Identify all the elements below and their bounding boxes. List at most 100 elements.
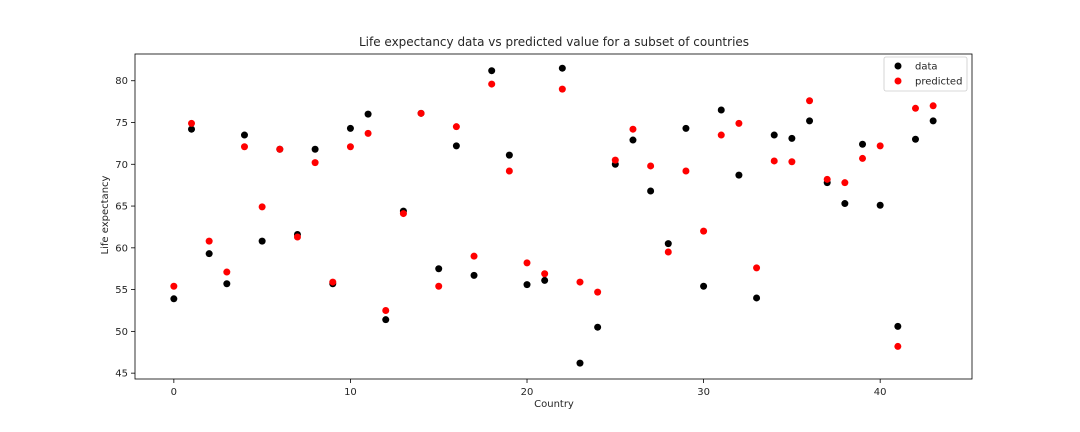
point-data — [629, 136, 637, 144]
point-predicted — [223, 268, 231, 276]
point-predicted — [735, 119, 743, 127]
point-data — [788, 134, 796, 142]
point-data — [647, 187, 655, 195]
point-data — [929, 117, 937, 125]
point-predicted — [558, 85, 566, 93]
point-data — [576, 359, 584, 367]
x-tick-label: 0 — [171, 387, 177, 398]
point-data — [770, 131, 778, 139]
point-data — [664, 240, 672, 248]
point-predicted — [806, 97, 814, 105]
point-predicted — [488, 80, 496, 88]
point-predicted — [276, 145, 284, 153]
x-tick-label: 10 — [344, 387, 357, 398]
point-data — [382, 316, 390, 324]
point-predicted — [629, 125, 637, 133]
point-predicted — [470, 252, 478, 260]
point-predicted — [364, 129, 372, 137]
point-predicted — [240, 143, 248, 151]
point-data — [594, 323, 602, 331]
point-predicted — [293, 233, 301, 241]
point-data — [188, 125, 196, 133]
point-predicted — [311, 159, 319, 167]
legend-marker-data — [894, 62, 902, 70]
point-data — [876, 201, 884, 209]
point-data — [364, 110, 372, 118]
x-tick-label: 30 — [697, 387, 710, 398]
x-axis-label: Country — [534, 399, 574, 410]
point-predicted — [911, 104, 919, 112]
point-predicted — [823, 175, 831, 183]
point-data — [806, 117, 814, 125]
point-predicted — [170, 282, 178, 290]
y-axis-label: Life expectancy — [100, 175, 111, 254]
point-predicted — [541, 270, 549, 278]
point-data — [505, 151, 513, 159]
point-data — [523, 281, 531, 289]
point-predicted — [329, 278, 337, 286]
point-predicted — [417, 109, 425, 117]
point-predicted — [770, 157, 778, 165]
x-tick-label: 40 — [874, 387, 887, 398]
y-tick-label: 65 — [115, 202, 128, 213]
point-data — [700, 282, 708, 290]
point-predicted — [576, 278, 584, 286]
legend: data predicted — [883, 56, 968, 92]
legend-frame — [883, 56, 968, 92]
point-predicted — [205, 237, 213, 245]
point-data — [240, 131, 248, 139]
point-predicted — [188, 119, 196, 127]
point-predicted — [788, 158, 796, 166]
point-predicted — [894, 342, 902, 350]
legend-label-predicted: predicted — [915, 77, 962, 88]
point-data — [205, 250, 213, 258]
point-predicted — [523, 259, 531, 267]
x-tick-label: 20 — [521, 387, 534, 398]
point-data — [170, 295, 178, 303]
point-data — [682, 124, 690, 132]
point-data — [311, 145, 319, 153]
point-data — [452, 142, 460, 150]
point-predicted — [876, 142, 884, 150]
legend-marker-predicted — [894, 77, 902, 85]
point-data — [753, 294, 761, 302]
point-data — [223, 280, 231, 288]
point-predicted — [859, 154, 867, 162]
legend-label-data: data — [915, 62, 938, 73]
y-tick-label: 50 — [115, 327, 128, 338]
y-tick-label: 55 — [115, 285, 128, 296]
point-predicted — [929, 102, 937, 110]
point-data — [717, 106, 725, 114]
plot-area: 0 10 20 30 40 45 50 55 60 65 70 75 80 — [115, 53, 973, 398]
point-predicted — [753, 264, 761, 272]
y-tick-label: 60 — [115, 243, 128, 254]
point-predicted — [682, 167, 690, 175]
point-predicted — [346, 143, 354, 151]
point-predicted — [594, 288, 602, 296]
point-data — [488, 67, 496, 75]
point-predicted — [664, 248, 672, 256]
point-data — [841, 200, 849, 208]
y-tick-label: 45 — [115, 369, 128, 380]
point-predicted — [611, 156, 619, 164]
point-predicted — [452, 123, 460, 131]
chart-title: Life expectancy data vs predicted value … — [359, 35, 749, 49]
point-data — [558, 64, 566, 72]
point-predicted — [258, 203, 266, 211]
point-data — [735, 171, 743, 179]
point-predicted — [382, 306, 390, 314]
point-data — [894, 322, 902, 330]
series-predicted — [170, 80, 937, 350]
point-data — [435, 265, 443, 273]
point-predicted — [399, 210, 407, 218]
point-predicted — [435, 282, 443, 290]
point-data — [541, 276, 549, 284]
point-data — [911, 135, 919, 143]
point-predicted — [700, 227, 708, 235]
y-tick-label: 80 — [115, 76, 128, 87]
point-predicted — [841, 179, 849, 187]
point-predicted — [647, 162, 655, 170]
point-data — [859, 140, 867, 148]
y-tick-label: 70 — [115, 160, 128, 171]
